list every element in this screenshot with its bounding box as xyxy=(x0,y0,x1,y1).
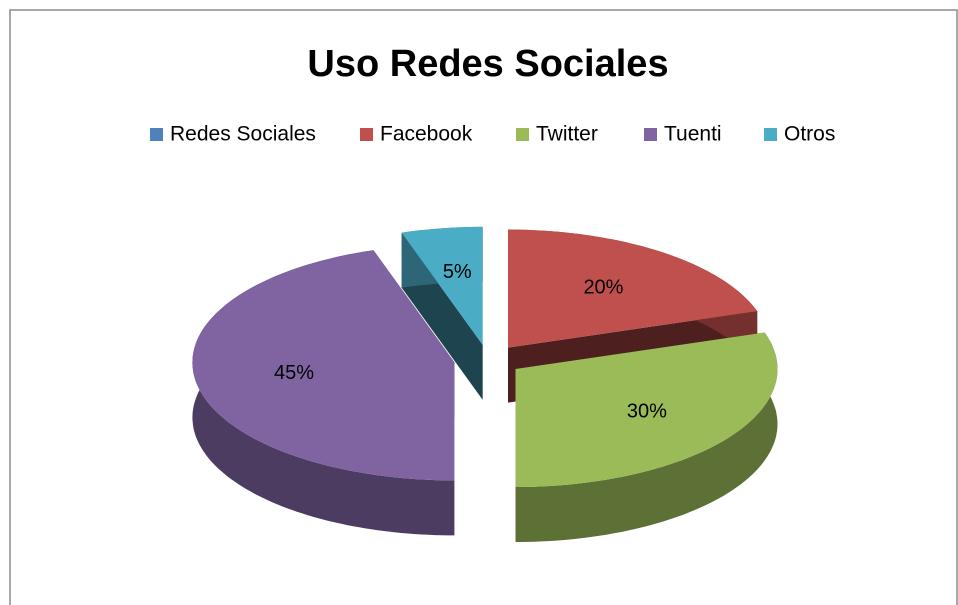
slice: 5% xyxy=(401,226,483,400)
legend-label: Tuenti xyxy=(664,123,722,146)
slice-wall xyxy=(515,332,778,542)
pie-slice xyxy=(508,229,758,348)
legend-label: Facebook xyxy=(380,123,473,146)
chart-frame xyxy=(9,9,958,605)
pie-slice xyxy=(401,226,483,345)
slice: 45% xyxy=(192,250,455,536)
legend-swatch xyxy=(516,128,529,141)
legend-label: Otros xyxy=(784,123,835,146)
data-label: 45% xyxy=(274,362,314,384)
pie-slice xyxy=(515,332,778,487)
legend-label: Redes Sociales xyxy=(170,123,316,146)
legend-swatch xyxy=(764,128,777,141)
legend-swatch xyxy=(644,128,657,141)
slice: 30% xyxy=(515,332,778,542)
data-label: 30% xyxy=(627,400,667,422)
pie-slice xyxy=(192,250,455,481)
chart-title: Uso Redes Sociales xyxy=(307,43,668,85)
data-label: 5% xyxy=(443,261,472,283)
legend-swatch xyxy=(360,128,373,141)
legend-swatch xyxy=(150,128,163,141)
data-label: 20% xyxy=(583,277,623,299)
legend-label: Twitter xyxy=(536,123,598,146)
